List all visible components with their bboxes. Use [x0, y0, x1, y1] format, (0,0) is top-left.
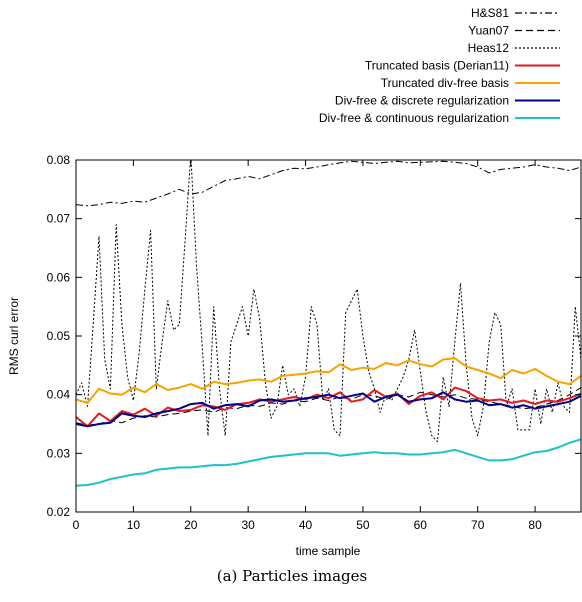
series-line-2 [76, 387, 582, 426]
x-tick-label: 40 [299, 518, 313, 532]
legend-label: Div-free & discrete regularization [335, 94, 509, 108]
x-tick-label: 80 [528, 518, 542, 532]
y-tick-label: 0.07 [47, 212, 71, 226]
x-tick-label: 10 [127, 518, 141, 532]
legend-label: Yuan07 [468, 24, 509, 38]
y-axis-title: RMS curl error [7, 297, 21, 375]
y-tick-label: 0.06 [47, 270, 71, 284]
series-line-1 [76, 160, 582, 207]
y-tick-label: 0.02 [47, 505, 71, 519]
legend-label: Truncated div-free basis [381, 76, 509, 90]
y-tick-label: 0.05 [47, 329, 71, 343]
series-line-5 [76, 357, 582, 404]
series-line-7 [76, 438, 582, 487]
legend-label: Heas12 [468, 41, 510, 55]
figure-caption: (a) Particles images [217, 567, 367, 585]
x-tick-label: 50 [356, 518, 370, 532]
x-tick-label: 60 [414, 518, 428, 532]
legend: H&S81 Yuan07 Heas12 Truncated basis (Derian… [319, 6, 560, 125]
series-layer [76, 160, 582, 487]
legend-label: Div-free & continuous regularization [319, 111, 509, 125]
y-axis: 0.02 0.03 0.04 0.05 0.06 0.07 0.08 [47, 153, 581, 519]
x-tick-label: 20 [184, 518, 198, 532]
legend-label: H&S81 [471, 6, 509, 20]
x-tick-label: 0 [73, 518, 80, 532]
series-line-6 [76, 391, 582, 428]
y-tick-label: 0.08 [47, 153, 71, 167]
plot-area [76, 160, 582, 487]
series-line-3 [76, 160, 582, 443]
x-tick-label: 30 [241, 518, 255, 532]
y-tick-label: 0.04 [47, 388, 71, 402]
x-axis-title: time sample [296, 544, 361, 558]
legend-label: Truncated basis (Derian11) [365, 59, 509, 73]
x-axis: 0 10 20 30 40 50 60 70 80 [73, 160, 542, 532]
x-tick-label: 70 [471, 518, 485, 532]
y-tick-label: 0.03 [47, 446, 71, 460]
